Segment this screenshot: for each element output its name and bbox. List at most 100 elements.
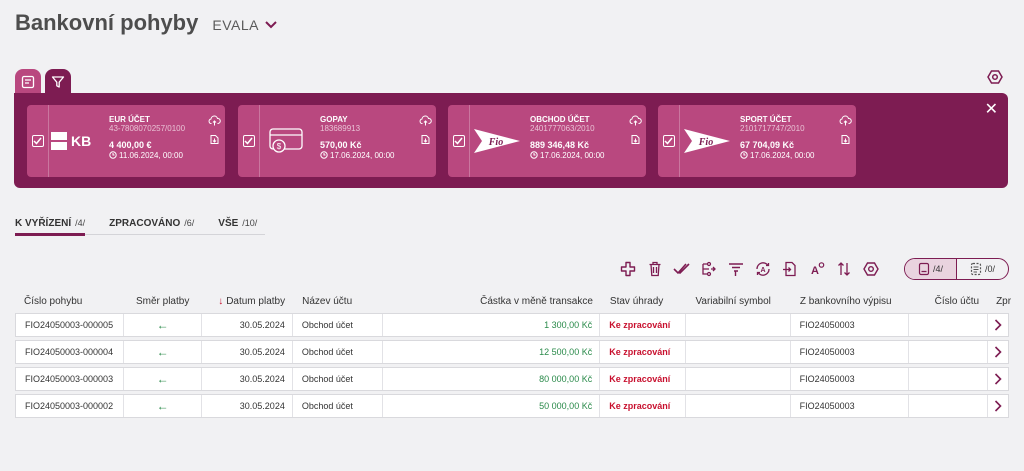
incoming-arrow-icon: ← [124,395,202,417]
account-checkbox[interactable] [31,135,44,147]
close-icon[interactable]: ✕ [984,101,998,118]
cell-id: FIO24050003-000002 [16,395,125,417]
table-row[interactable]: FIO24050003-000004 ← 30.05.2024 Obchod ú… [15,340,1009,364]
page-header: Bankovní pohyby EVALA [15,10,277,36]
import-icon[interactable] [420,134,431,145]
account-name: OBCHOD ÚČET [530,115,590,124]
filter-list-icon[interactable] [726,259,746,279]
account-balance: 4 400,00 € [109,140,152,151]
chevron-right-icon[interactable] [988,341,1008,363]
cloud-upload-icon[interactable] [839,115,852,126]
filter-icon [51,76,65,88]
document-dashed-icon [970,262,982,276]
account-number: 2401777063/2010 [530,124,595,134]
column-header[interactable]: Zpr [996,295,1012,307]
column-header[interactable]: Směr platby [135,295,190,307]
account-checkbox[interactable] [662,135,675,147]
column-header-sorted[interactable]: ↓ Datum platby [218,295,286,307]
account-name: EUR ÚČET [109,115,150,124]
document-list-icon [918,262,930,276]
tab-vse[interactable]: VŠE/10/ [218,218,258,229]
account-balance: 570,00 Kč [320,140,362,151]
table-row[interactable]: FIO24050003-000003 ← 30.05.2024 Obchod ú… [15,367,1009,391]
card-payment-icon: $ [260,105,314,177]
cell-account: Obchod účet [293,314,384,336]
incoming-arrow-icon: ← [124,314,202,336]
account-card-sport[interactable]: Fio SPORT ÚČET 2101717747/2010 67 704,09… [658,105,856,177]
cell-date: 30.05.2024 [202,341,293,363]
table-row[interactable]: FIO24050003-000005 ← 30.05.2024 Obchod ú… [15,313,1009,337]
accounts-panel: ✕ KB EUR ÚČET 43-7808070257/0100 4 400,0… [14,93,1008,188]
fio-logo: Fio [680,105,734,177]
column-header[interactable]: Číslo účtu [934,295,980,307]
company-selector[interactable]: EVALA [212,17,277,33]
cell-vs [686,341,791,363]
account-card-gopay[interactable]: $ GOPAY 183689913 570,00 Kč 17.06.2024, … [238,105,436,177]
tab-filter[interactable] [45,69,71,95]
incoming-arrow-icon: ← [124,341,202,363]
gear-icon[interactable] [987,69,1003,85]
fio-logo: Fio [470,105,524,177]
clock-icon [530,151,538,160]
double-check-icon[interactable] [672,259,692,279]
chevron-down-icon [265,21,277,29]
account-number: 2101717747/2010 [740,124,805,134]
delete-icon[interactable] [645,259,665,279]
cloud-upload-icon[interactable] [629,115,642,126]
svg-text:Fio: Fio [488,137,503,148]
import-icon[interactable] [630,134,641,145]
account-checkbox[interactable] [452,135,465,147]
page-title: Bankovní pohyby [15,10,199,35]
svg-text:Fio: Fio [698,137,713,148]
cell-amount: 12 500,00 Kč [383,341,601,363]
account-date: 17.06.2024, 00:00 [750,150,815,160]
cell-date: 30.05.2024 [202,395,293,417]
table-row[interactable]: FIO24050003-000002 ← 30.05.2024 Obchod ú… [15,394,1009,418]
column-header[interactable]: Z bankovního výpisu [799,295,892,307]
cell-account-no [909,368,989,390]
cell-state: Ke zpracování [600,368,686,390]
account-card-eur[interactable]: KB EUR ÚČET 43-7808070257/0100 4 400,00 … [27,105,225,177]
svg-text:$: $ [277,142,282,151]
account-number: 43-7808070257/0100 [109,124,186,134]
column-header[interactable]: Stav úhrady [609,295,664,307]
cell-statement: FIO24050003 [791,395,909,417]
list-view-button[interactable]: /4/ [905,259,956,279]
cell-amount: 50 000,00 Kč [383,395,601,417]
auto-match-icon[interactable]: A [753,259,773,279]
account-checkbox[interactable] [242,135,255,147]
summary-icon [21,75,35,89]
column-header[interactable]: Číslo pohybu [24,295,83,307]
pair-icon[interactable] [699,259,719,279]
cell-state: Ke zpracování [600,341,686,363]
cell-account: Obchod účet [293,368,384,390]
sort-icon[interactable] [834,259,854,279]
auto-settings-icon[interactable]: A [807,259,827,279]
tab-accounts-summary[interactable] [15,69,41,95]
tab-zpracovano[interactable]: ZPRACOVÁNO/6/ [109,218,195,229]
status-tabs: K VYŘÍZENÍ/4/ ZPRACOVÁNO/6/ VŠE/10/ [15,218,281,236]
incoming-arrow-icon: ← [124,368,202,390]
account-card-obchod[interactable]: Fio OBCHOD ÚČET 2401777063/2010 889 346,… [448,105,646,177]
account-name: SPORT ÚČET [740,115,792,124]
cloud-upload-icon[interactable] [419,115,432,126]
account-balance: 67 704,09 Kč [740,140,795,151]
clock-icon [320,151,328,160]
settings-icon[interactable] [861,259,881,279]
import-icon[interactable] [840,134,851,145]
chevron-right-icon[interactable] [988,368,1008,390]
company-name: EVALA [212,17,259,33]
cell-statement: FIO24050003 [791,368,909,390]
detail-view-button[interactable]: /0/ [956,259,1008,279]
column-header[interactable]: Částka v měně transakce [480,295,593,307]
column-header[interactable]: Název účtu [302,295,353,307]
tab-k-vyrizeni[interactable]: K VYŘÍZENÍ/4/ [15,218,86,236]
export-icon[interactable] [780,259,800,279]
svg-text:A: A [811,265,819,277]
import-icon[interactable] [209,134,220,145]
add-icon[interactable] [618,259,638,279]
chevron-right-icon[interactable] [988,314,1008,336]
column-header[interactable]: Variabilní symbol [695,295,771,307]
cloud-upload-icon[interactable] [208,115,221,126]
chevron-right-icon[interactable] [988,395,1008,417]
